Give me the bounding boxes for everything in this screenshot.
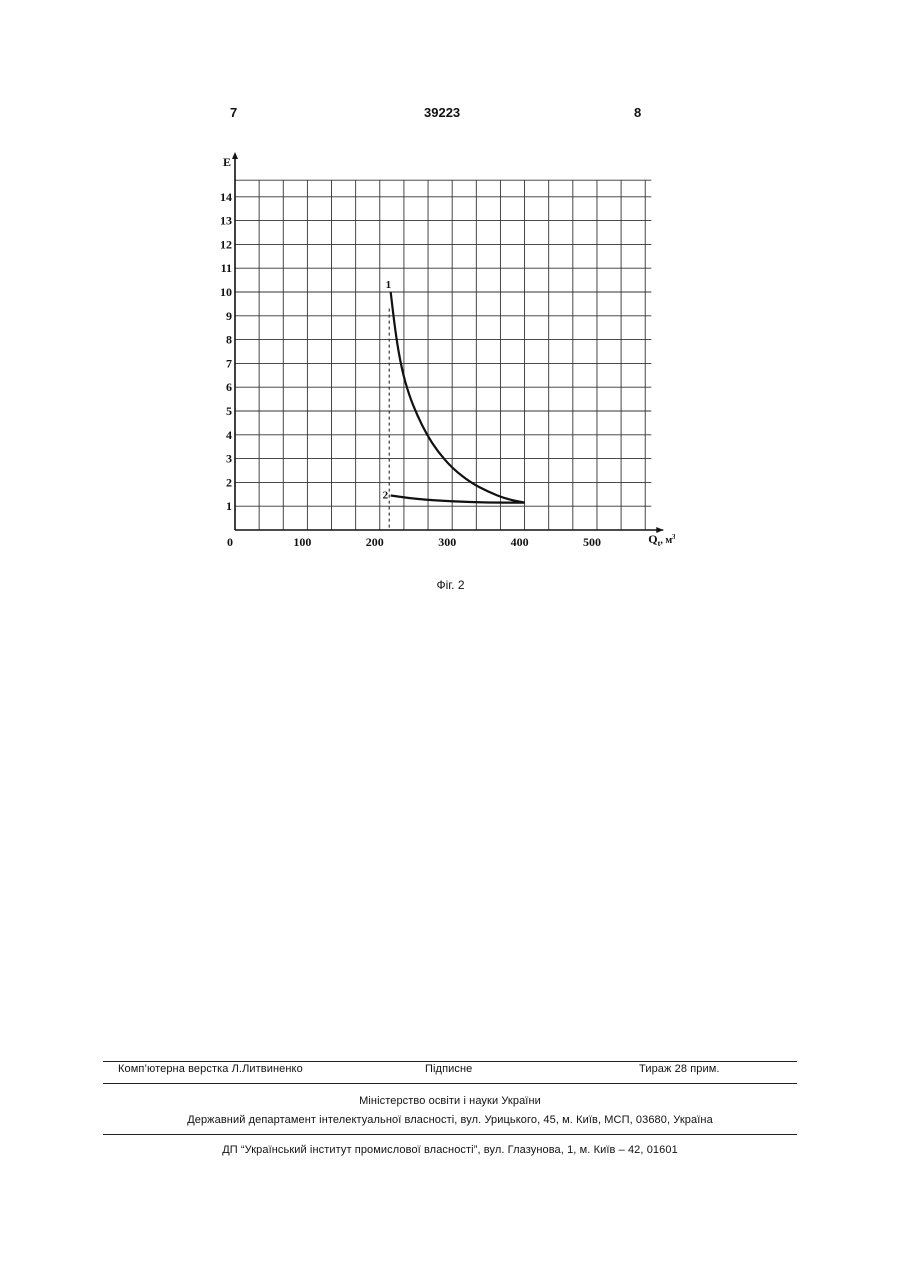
patent-number: 39223	[424, 105, 460, 120]
y-tick-label: 3	[226, 452, 232, 466]
x-tick-label: 0	[227, 535, 233, 549]
y-tick-label: 1	[226, 499, 232, 513]
footer-department: Державний департамент інтелектуальної вл…	[103, 1114, 797, 1126]
y-axis-arrow	[232, 152, 238, 159]
series-1-curve	[391, 292, 525, 503]
series-1-label: 1	[386, 279, 392, 291]
page-number-right: 8	[634, 105, 641, 120]
chart-ticks: 12345678910111213140100200300400500	[220, 190, 601, 549]
x-tick-label: 200	[366, 535, 384, 549]
y-tick-label: 11	[221, 261, 232, 275]
series-2-label: 2	[383, 489, 389, 501]
y-tick-label: 13	[220, 214, 232, 228]
x-tick-label: 100	[293, 535, 311, 549]
footer-layout-credit: Комп’ютерна верстка Л.Литвиненко	[118, 1063, 303, 1075]
y-tick-label: 5	[226, 404, 232, 418]
footer-rule-middle	[103, 1083, 797, 1084]
y-axis-label: E	[223, 155, 231, 169]
y-tick-label: 12	[220, 237, 232, 251]
footer-circulation: Тираж 28 прим.	[639, 1063, 720, 1075]
footer-signed: Підписне	[425, 1063, 472, 1075]
footer-ministry: Міністерство освіти і науки України	[103, 1095, 797, 1107]
y-tick-label: 4	[226, 428, 232, 442]
x-axis-label: Qt, м3 с-1	[648, 532, 675, 548]
y-tick-label: 2	[226, 475, 232, 489]
page-number-left: 7	[230, 105, 237, 120]
y-tick-label: 14	[220, 190, 232, 204]
y-tick-label: 9	[226, 309, 232, 323]
x-tick-label: 400	[511, 535, 529, 549]
footer-rule-top	[103, 1061, 797, 1062]
y-tick-label: 8	[226, 333, 232, 347]
footer-institute: ДП “Український інститут промислової вла…	[103, 1144, 797, 1156]
chart-labels: EQt, м3 с-112	[223, 155, 675, 548]
y-tick-label: 6	[226, 380, 232, 394]
figure-chart: 12345678910111213140100200300400500 EQt,…	[205, 148, 675, 588]
x-tick-label: 500	[583, 535, 601, 549]
y-tick-label: 7	[226, 356, 232, 370]
y-tick-label: 10	[220, 285, 232, 299]
chart-grid	[235, 180, 651, 530]
figure-caption: Фіг. 2	[0, 578, 901, 592]
footer-rule-bottom	[103, 1134, 797, 1135]
chart-axes	[232, 152, 663, 533]
x-tick-label: 300	[438, 535, 456, 549]
